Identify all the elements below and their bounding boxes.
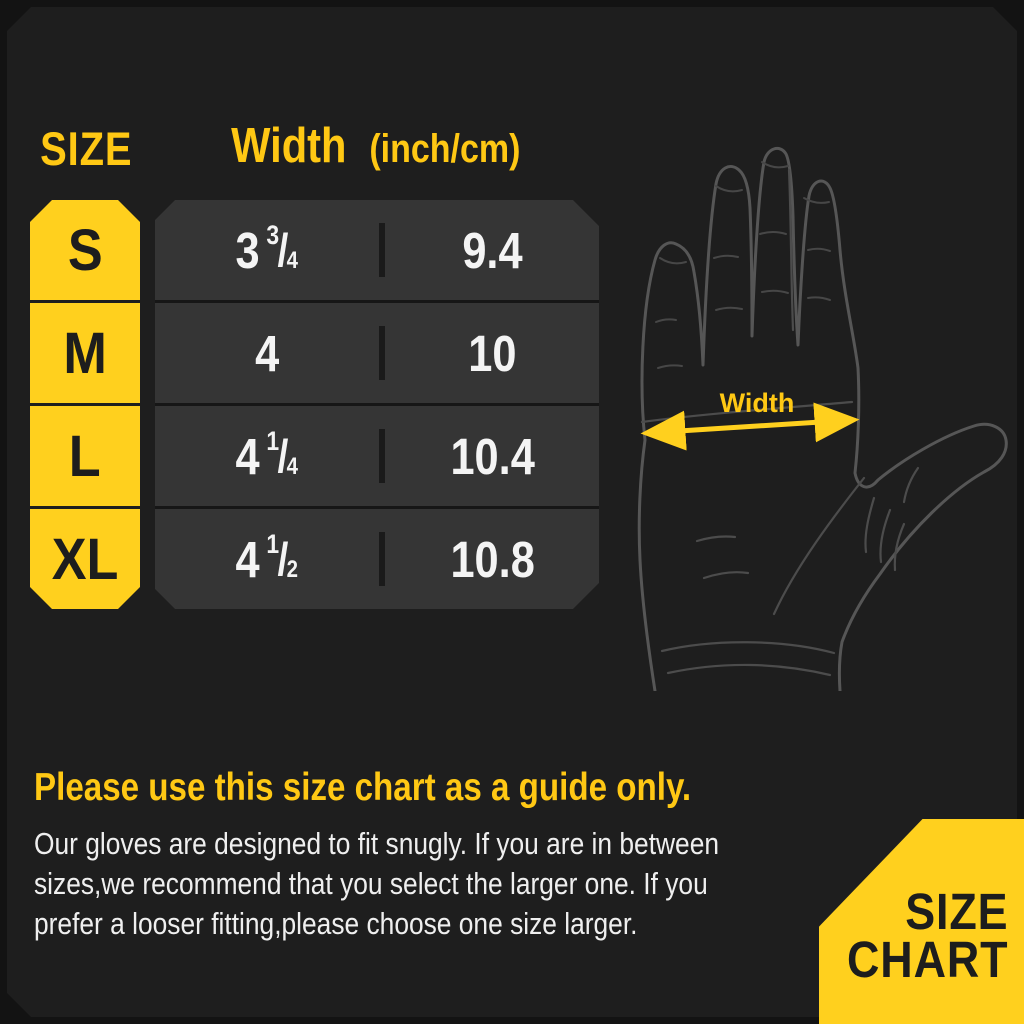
fraction-numerator: 3	[266, 219, 280, 250]
fraction-slash: /	[277, 224, 289, 276]
inch-whole-number: 4	[235, 427, 261, 485]
inch-whole-number: 4	[235, 530, 261, 588]
size-row-l: 4 1/4 10.4	[155, 406, 599, 506]
ribbon-line2: CHART	[846, 931, 1008, 988]
size-badge-column: S M L XL	[30, 200, 140, 609]
size-badge-label: XL	[51, 526, 119, 592]
inch-fraction: 1/2	[267, 532, 299, 586]
width-cm-cell: 10.4	[385, 427, 599, 486]
width-cm-value: 10	[468, 324, 517, 382]
row-divider	[379, 223, 385, 277]
hand-outline	[637, 146, 1008, 691]
width-header-label: Width	[230, 119, 347, 173]
size-row-xl: 4 1/2 10.8	[155, 509, 599, 609]
fraction-numerator: 1	[266, 425, 280, 456]
width-cm-cell: 10	[385, 324, 599, 383]
fraction-denominator: 4	[287, 453, 299, 480]
fraction-slash: /	[277, 533, 289, 585]
hand-illustration: Width	[637, 146, 1008, 691]
size-chart-ribbon-text: SIZE CHART	[825, 883, 1008, 988]
width-inch-value: 4 1/4	[236, 427, 299, 486]
width-inch-value: 3 3/4	[236, 221, 299, 280]
inch-whole-number: 3	[235, 221, 261, 279]
inch-fraction: 1/4	[267, 429, 299, 483]
row-divider	[379, 429, 385, 483]
finger-joint-lines	[655, 161, 831, 369]
width-measure-label: Width	[720, 388, 795, 418]
width-cm-value: 10.8	[449, 530, 535, 588]
row-divider	[379, 326, 385, 380]
width-cm-value: 10.4	[449, 427, 535, 485]
width-inch-cell: 4 1/2	[155, 530, 379, 589]
fraction-denominator: 2	[287, 556, 299, 583]
row-divider	[379, 532, 385, 586]
size-table: 3 3/4 9.4 4 10 4 1/4 10.4 4 1/2 10.8	[155, 200, 599, 609]
width-inch-value: 4 1/2	[236, 530, 299, 589]
fraction-slash: /	[277, 430, 289, 482]
width-column-header: Width (inch/cm)	[155, 118, 600, 176]
inch-fraction: 3/4	[267, 223, 299, 277]
size-badge-l: L	[30, 406, 140, 506]
size-badge-s: S	[30, 200, 140, 300]
size-row-m: 4 10	[155, 303, 599, 403]
footer-body-line: prefer a looser fitting,please choose on…	[34, 906, 638, 941]
footer-body-line: Our gloves are designed to fit snugly. I…	[34, 826, 720, 861]
fraction-denominator: 4	[287, 247, 299, 274]
width-cm-cell: 10.8	[385, 530, 599, 589]
width-inch-cell: 3 3/4	[155, 221, 379, 280]
size-badge-label: L	[69, 423, 101, 489]
size-badge-label: S	[67, 217, 103, 283]
inch-whole-number: 4	[255, 324, 280, 382]
size-column-header-label: SIZE	[39, 121, 133, 175]
size-column-header: SIZE	[30, 121, 142, 175]
width-cm-cell: 9.4	[385, 221, 599, 280]
ribbon-line1: SIZE	[904, 883, 1008, 940]
size-badge-m: M	[30, 303, 140, 403]
footer-body: Our gloves are designed to fit snugly. I…	[34, 824, 840, 944]
width-inch-cell: 4	[155, 324, 379, 383]
size-badge-label: M	[63, 320, 107, 386]
fraction-numerator: 1	[266, 528, 280, 559]
footer-heading: Please use this size chart as a guide on…	[34, 766, 692, 809]
width-header-unit: (inch/cm)	[369, 127, 521, 171]
width-cm-value: 9.4	[462, 221, 523, 279]
size-row-s: 3 3/4 9.4	[155, 200, 599, 300]
size-badge-xl: XL	[30, 509, 140, 609]
width-measure-arrow	[640, 402, 860, 451]
footer-body-line: sizes,we recommend that you select the l…	[34, 866, 708, 901]
width-inch-cell: 4 1/4	[155, 427, 379, 486]
width-inch-value: 4	[255, 324, 279, 383]
